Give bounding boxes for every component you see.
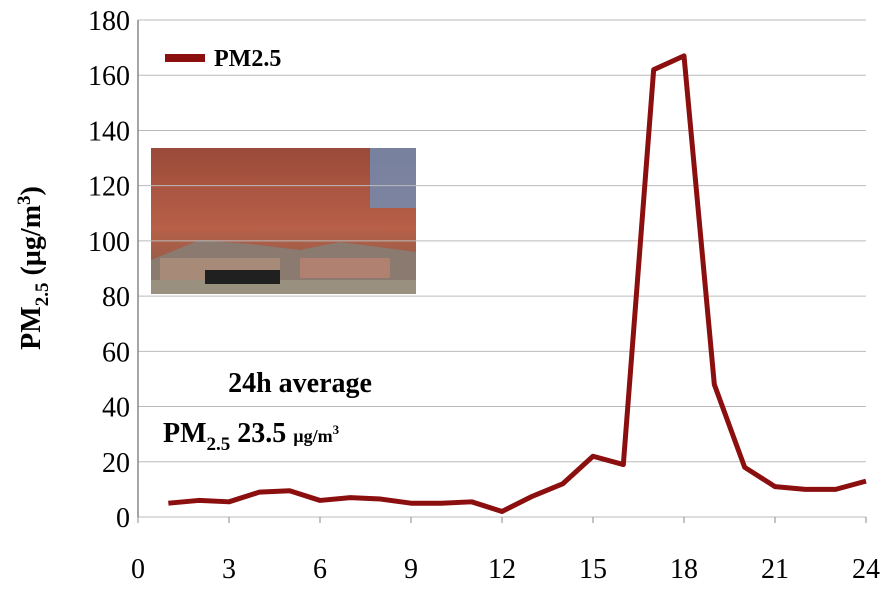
y-tick-label: 0 bbox=[116, 503, 130, 534]
x-tick-label: 3 bbox=[222, 554, 236, 585]
y-tick-label: 100 bbox=[88, 227, 130, 258]
y-tick-label: 80 bbox=[102, 282, 130, 313]
y-tick-label: 140 bbox=[88, 116, 130, 147]
x-tick-label: 21 bbox=[761, 554, 789, 585]
annotation: PM2.5 23.5 µg/m3 bbox=[163, 418, 340, 455]
x-tick-label: 9 bbox=[404, 554, 418, 585]
x-tick-label: 24 bbox=[852, 554, 880, 585]
photo bbox=[151, 148, 416, 294]
y-axis-label: PM2.5 (µg/m3) bbox=[14, 186, 53, 350]
y-tick-label: 20 bbox=[102, 448, 130, 479]
x-tick-label: 18 bbox=[670, 554, 698, 585]
y-tick-label: 120 bbox=[88, 172, 130, 203]
y-tick-label: 180 bbox=[88, 6, 130, 37]
x-tick-label: 12 bbox=[488, 554, 516, 585]
x-tick-label: 15 bbox=[579, 554, 607, 585]
x-tick-label: 6 bbox=[313, 554, 327, 585]
annotation: 24h average bbox=[228, 368, 372, 399]
y-tick-label: 60 bbox=[102, 337, 130, 368]
legend-label: PM2.5 bbox=[214, 46, 281, 72]
x-tick-label: 0 bbox=[131, 554, 145, 585]
line bbox=[168, 53, 867, 514]
y-tick-label: 160 bbox=[88, 61, 130, 92]
y-tick-label: 40 bbox=[102, 393, 130, 424]
